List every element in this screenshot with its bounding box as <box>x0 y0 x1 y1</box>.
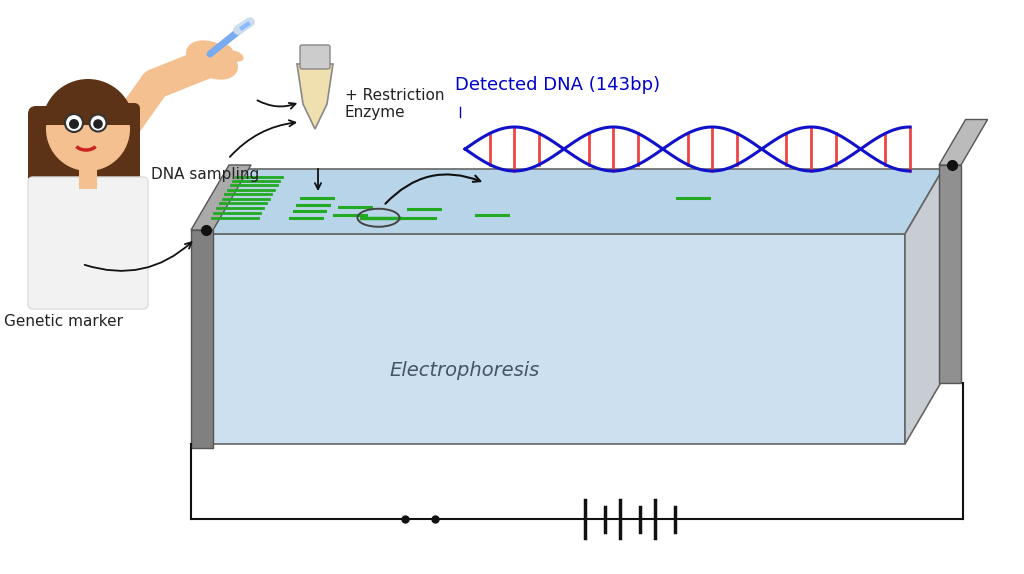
Text: Genetic marker: Genetic marker <box>4 315 123 329</box>
FancyBboxPatch shape <box>28 106 76 222</box>
Polygon shape <box>195 169 943 234</box>
Polygon shape <box>939 165 961 383</box>
Circle shape <box>89 114 106 131</box>
FancyArrowPatch shape <box>385 174 480 204</box>
Wedge shape <box>42 79 134 125</box>
FancyArrowPatch shape <box>315 169 322 189</box>
FancyArrowPatch shape <box>85 242 191 271</box>
Circle shape <box>65 114 83 132</box>
Circle shape <box>69 119 79 129</box>
FancyArrowPatch shape <box>229 120 295 157</box>
FancyBboxPatch shape <box>101 103 140 190</box>
FancyBboxPatch shape <box>300 45 330 69</box>
Ellipse shape <box>36 82 130 236</box>
Polygon shape <box>191 165 251 230</box>
FancyBboxPatch shape <box>28 177 148 309</box>
Text: Detected DNA (143bp): Detected DNA (143bp) <box>455 76 660 94</box>
Polygon shape <box>905 169 943 444</box>
Polygon shape <box>191 230 213 448</box>
Polygon shape <box>939 119 987 165</box>
Ellipse shape <box>226 51 244 61</box>
FancyBboxPatch shape <box>56 229 80 248</box>
Ellipse shape <box>217 42 233 55</box>
Text: DNA sampling: DNA sampling <box>151 166 259 181</box>
Circle shape <box>93 119 102 129</box>
Text: Electrophoresis: Electrophoresis <box>390 361 540 380</box>
FancyBboxPatch shape <box>79 165 97 189</box>
Ellipse shape <box>186 40 238 80</box>
FancyArrowPatch shape <box>257 100 296 108</box>
Polygon shape <box>55 244 81 292</box>
Text: + Restriction
Enzyme: + Restriction Enzyme <box>345 88 444 120</box>
Polygon shape <box>195 234 905 444</box>
Circle shape <box>46 87 130 171</box>
Polygon shape <box>297 64 333 129</box>
